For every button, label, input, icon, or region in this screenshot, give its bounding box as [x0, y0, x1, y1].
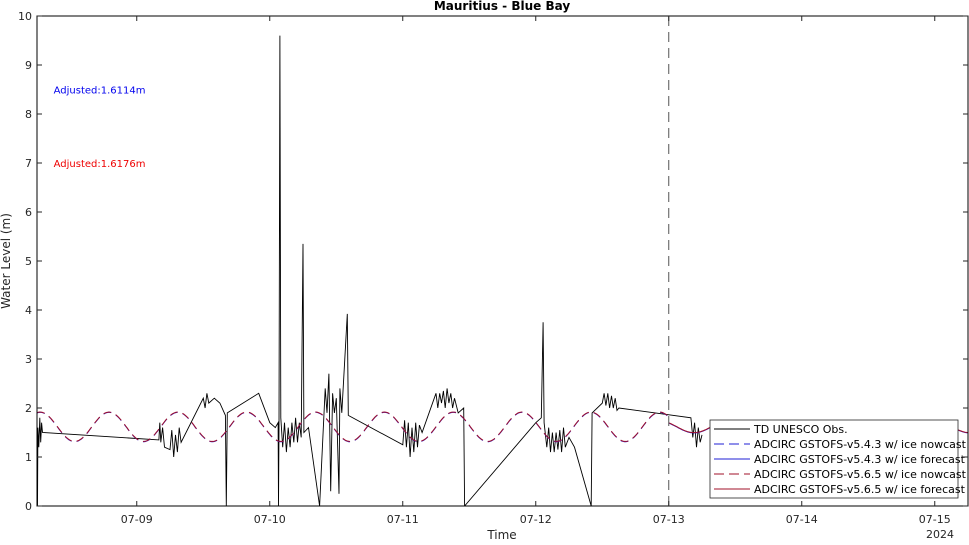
x-tick-label: 07-12	[520, 513, 552, 526]
legend-entry-label: ADCIRC GSTOFS-v5.4.3 w/ ice forecast	[754, 453, 966, 466]
y-tick-label: 1	[25, 451, 32, 464]
y-tick-label: 4	[25, 304, 32, 317]
chart-title: Mauritius - Blue Bay	[434, 0, 570, 13]
annotations: Adjusted:1.6114m Adjusted:1.6176m	[54, 86, 146, 171]
x-tick-label: 07-09	[121, 513, 153, 526]
y-axis-label: Water Level (m)	[0, 213, 13, 309]
legend-entry-label: ADCIRC GSTOFS-v5.6.5 w/ ice forecast	[754, 483, 966, 496]
x-tick-label: 07-14	[786, 513, 818, 526]
y-tick-label: 10	[18, 10, 32, 23]
x-axis: 07-09 07-10 07-11 07-12 07-13 07-14 07-15	[121, 16, 951, 526]
y-tick-label: 0	[25, 500, 32, 513]
adjusted-annotation: Adjusted:1.6176m	[54, 159, 146, 170]
legend-entry-label: ADCIRC GSTOFS-v5.6.5 w/ ice nowcast	[754, 468, 967, 481]
legend-box	[709, 419, 959, 499]
adjusted-annotation: Adjusted:1.6114m	[54, 86, 146, 97]
y-axis: 0 1 2 3 4 5 6 7 8 9 10	[18, 10, 968, 513]
y-tick-label: 8	[25, 108, 32, 121]
y-tick-label: 5	[25, 255, 32, 268]
y-tick-label: 7	[25, 157, 32, 170]
x-tick-label: 07-10	[254, 513, 286, 526]
y-tick-label: 3	[25, 353, 32, 366]
x-tick-label: 07-13	[653, 513, 685, 526]
legend: TD UNESCO Obs. ADCIRC GSTOFS-v5.4.3 w/ ic…	[709, 419, 967, 499]
x-axis-label: Time	[486, 528, 516, 541]
y-tick-label: 6	[25, 206, 32, 219]
y-tick-label: 2	[25, 402, 32, 415]
x-tick-label: 07-15	[919, 513, 951, 526]
year-label: 2024	[926, 528, 954, 541]
series-line-td-unesco-obs	[37, 35, 703, 506]
y-tick-label: 9	[25, 59, 32, 72]
x-tick-label: 07-11	[387, 513, 419, 526]
legend-entry-label: ADCIRC GSTOFS-v5.4.3 w/ ice nowcast	[754, 438, 967, 451]
legend-entry-label: TD UNESCO Obs.	[753, 423, 848, 436]
